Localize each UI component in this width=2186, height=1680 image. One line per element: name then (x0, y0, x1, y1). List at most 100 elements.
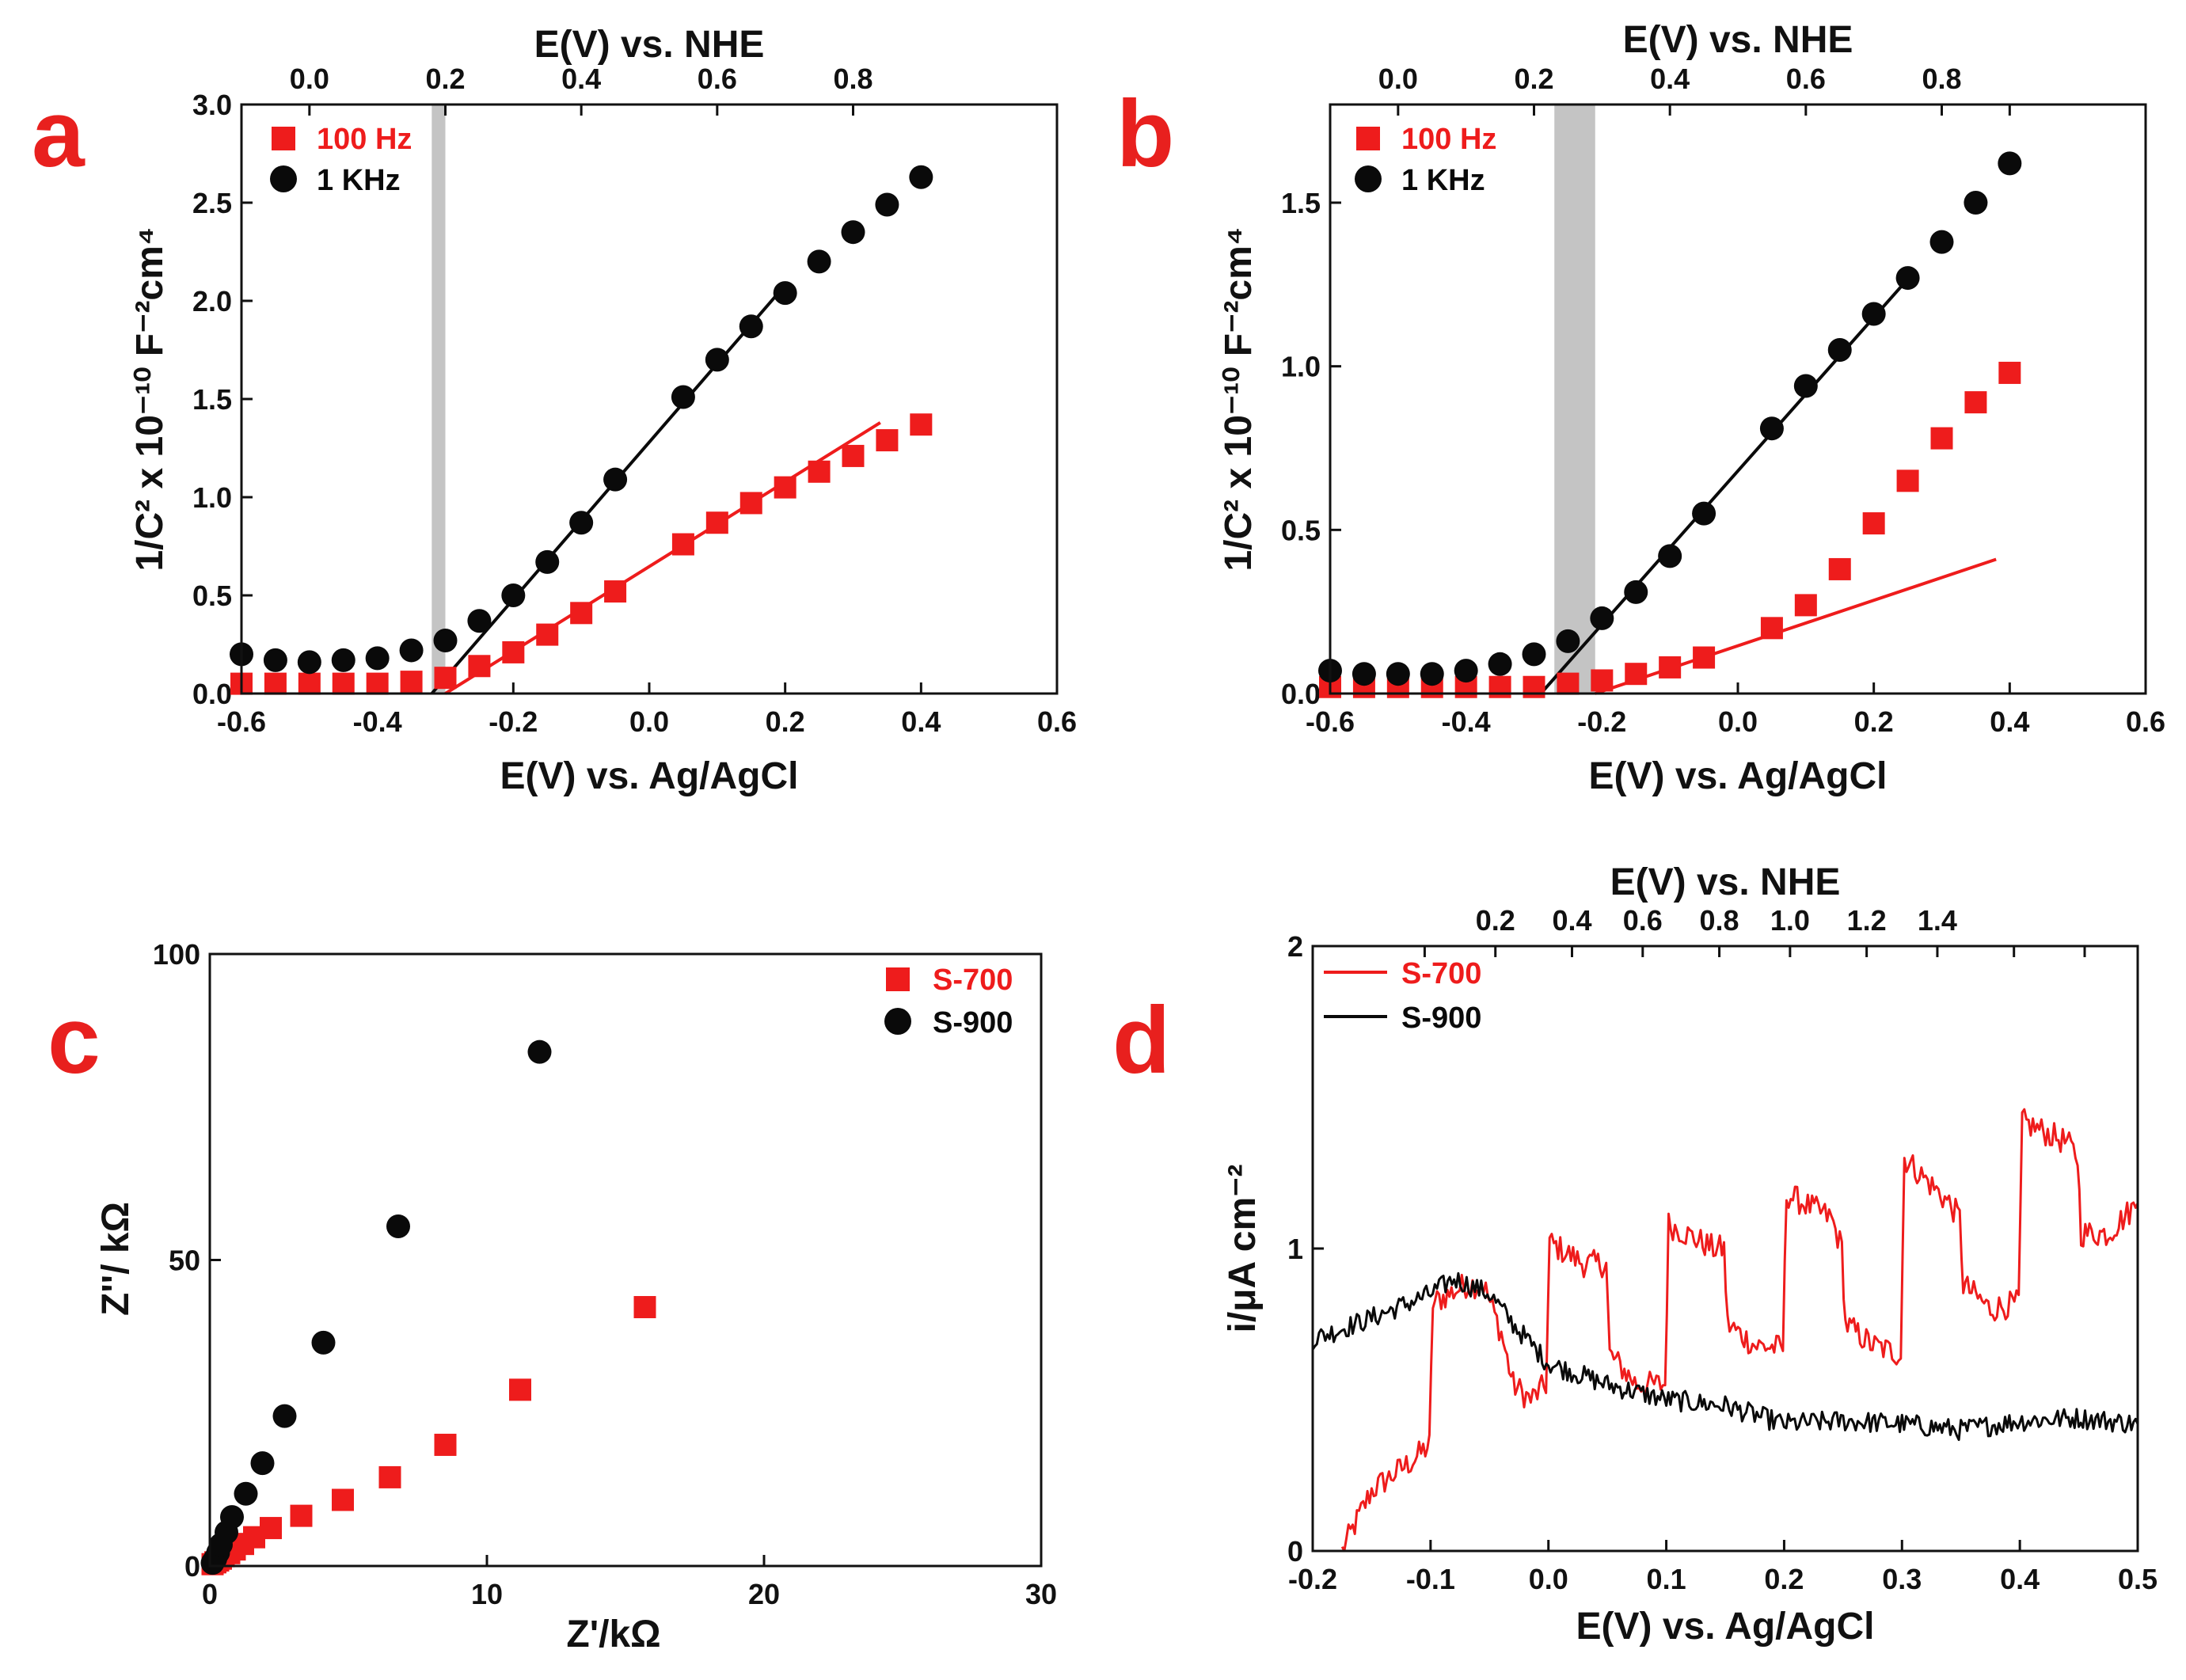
panel-d-x-tick-label: 0.0 (1529, 1563, 1568, 1595)
panel-b-point-100-hz (1930, 427, 1953, 450)
panel-d-top-tick-label: 0.8 (1700, 904, 1739, 937)
panel-a-top-tick-label: 0.0 (290, 63, 329, 95)
panel-a: -0.6 -0.4 -0.2 0.0 0.2 0.4 0.6 0.0 0.5 1.0 1.5 2.0 2… (32, 24, 1077, 797)
panel-b-point-1-khz (1827, 338, 1852, 362)
panel-a-top-title: E(V) vs. NHE (534, 24, 765, 66)
panel-a-point-1-khz (603, 467, 628, 492)
panel-b-letter: b (1116, 81, 1174, 187)
panel-b-point-1-khz (1759, 416, 1784, 441)
panel-a-point-1-khz (399, 638, 424, 663)
panel-c-legend-label-s700: S-700 (933, 964, 1013, 997)
panel-d-y-tick-label: 0 (1287, 1535, 1303, 1568)
panel-b-point-100-hz (1659, 656, 1682, 678)
panel-c-point-s-700 (332, 1488, 354, 1511)
panel-b-point-1-khz (1420, 662, 1444, 686)
panel-a-point-100-hz (774, 476, 796, 499)
panel-a-x-tick-label: 0.6 (1037, 705, 1077, 738)
panel-a-legend-circle-marker (270, 165, 297, 192)
panel-c-x-tick-label: 0 (202, 1578, 218, 1610)
panel-d-top-tick-label: 0.6 (1623, 904, 1663, 937)
panel-d-x-tick-label: 0.2 (1764, 1563, 1804, 1595)
panel-b-point-100-hz (1964, 391, 1987, 414)
panel-d-x-tick-label: 0.1 (1647, 1563, 1686, 1595)
panel-d-y-tick-label: 1 (1287, 1233, 1303, 1265)
panel-b-point-1-khz (1929, 230, 1954, 254)
panel-b-legend-square-marker (1356, 127, 1380, 150)
panel-d-x-tick-label: 0.4 (2000, 1563, 2040, 1595)
panel-b-legend-circle-marker (1355, 165, 1382, 192)
panel-a-point-100-hz (570, 602, 593, 625)
panel-c-y-tick-label: 100 (153, 938, 200, 971)
panel-a-point-100-hz (604, 580, 627, 603)
panel-d-top-tick-label: 1.0 (1770, 904, 1810, 937)
panel-a-point-1-khz (365, 646, 390, 671)
panel-b-point-1-khz (1861, 302, 1886, 326)
panel-a-top-tick-label: 0.2 (425, 63, 465, 95)
panel-b-top-tick-label: 0.6 (1786, 63, 1826, 95)
panel-b-point-100-hz (1794, 594, 1817, 617)
panel-c-legend-label-s900: S-900 (933, 1006, 1013, 1040)
panel-a-point-1-khz (671, 385, 695, 409)
panel-a-plot-layer: -0.6 -0.4 -0.2 0.0 0.2 0.4 0.6 0.0 0.5 1.0 1.5 2.0 2… (192, 63, 1077, 738)
panel-b-point-1-khz (1454, 659, 1478, 683)
panel-a-top-tick-label: 0.8 (833, 63, 872, 95)
panel-a-x-tick-label: -0.2 (489, 705, 538, 738)
panel-c-x-tick-label: 20 (748, 1578, 780, 1610)
panel-a-point-1-khz (467, 609, 492, 633)
panel-c-letter: c (48, 987, 101, 1093)
panel-b-point-1-khz (1793, 374, 1818, 398)
panel-b-point-100-hz (1828, 557, 1851, 580)
panel-a-point-100-hz (468, 655, 491, 678)
panel-b-legend-label-1khz: 1 KHz (1401, 164, 1485, 197)
panel-c-point-s-700 (509, 1378, 531, 1401)
panel-a-point-100-hz (264, 672, 287, 695)
panel-a-point-1-khz (297, 650, 321, 675)
panel-a-point-100-hz (876, 429, 899, 452)
panel-b-top-tick-label: 0.0 (1378, 63, 1418, 95)
panel-c-y-tick-label: 0 (184, 1550, 200, 1583)
panel-b-flatband-region (1554, 105, 1595, 693)
panel-c-point-s-900 (220, 1505, 244, 1530)
panel-a-legend-square-marker (272, 127, 295, 150)
panel-c-legend-circle-marker (884, 1008, 911, 1035)
panel-b-y-tick-label: 1.0 (1281, 351, 1321, 383)
panel-b-top-tick-label: 0.2 (1514, 63, 1553, 95)
panel-b: -0.6 -0.4 -0.2 0.0 0.2 0.4 0.6 0.0 0.5 1.0 1.5 0.0 0… (1116, 19, 2165, 797)
panel-a-y-title: 1/C² x 10⁻¹⁰ F⁻²cm⁴ (129, 226, 171, 571)
panel-a-point-1-khz (909, 165, 933, 189)
panel-d-series-s-900 (1311, 1271, 2139, 1442)
panel-a-y-tick-label: 1.5 (192, 383, 232, 416)
panel-a-point-1-khz (739, 314, 763, 339)
panel-c-point-s-700 (434, 1433, 457, 1456)
panel-b-top-tick-label: 0.8 (1922, 63, 1961, 95)
panel-a-point-100-hz (671, 533, 694, 556)
panel-d-series-s-700 (1340, 1108, 2139, 1553)
panel-b-point-1-khz (1386, 662, 1410, 686)
panel-d-top-tick-label: 0.4 (1552, 904, 1591, 937)
panel-d-legend: S-700 S-900 (1324, 957, 1481, 1035)
panel-d-x-title: E(V) vs. Ag/AgCl (1576, 1606, 1875, 1648)
panel-b-point-1-khz (1895, 266, 1920, 291)
panel-c-plot-layer: 0 10 20 30 0 50 100 (153, 938, 1057, 1610)
panel-b-point-1-khz (1556, 629, 1580, 653)
panel-c-y-title: Z''/ kΩ (95, 1202, 137, 1316)
panel-b-point-1-khz (1658, 544, 1682, 568)
panel-d-legend-label-s900: S-900 (1401, 1002, 1481, 1035)
panel-b-x-tick-label: 0.2 (1854, 705, 1894, 738)
panel-b-y-tick-label: 1.5 (1281, 187, 1321, 219)
panel-d-x-tick-label: -0.1 (1406, 1563, 1455, 1595)
panel-a-legend-label-100hz: 100 Hz (317, 123, 412, 156)
panel-b-point-100-hz (1591, 669, 1614, 692)
panel-d-top-tick-label: 1.2 (1847, 904, 1887, 937)
panel-c-x-tick-label: 10 (471, 1578, 503, 1610)
panel-d-top-tick-label: 1.4 (1918, 904, 1957, 937)
panel-a-letter: a (32, 81, 86, 187)
panel-a-x-tick-label: -0.6 (217, 705, 266, 738)
panel-a-y-tick-label: 1.0 (192, 481, 232, 514)
panel-d-legend-label-s700: S-700 (1401, 957, 1481, 990)
panel-a-x-tick-label: 0.2 (766, 705, 805, 738)
panel-c-frame (208, 952, 1043, 1568)
panel-d-letter: d (1112, 987, 1170, 1093)
panel-b-point-1-khz (1964, 191, 1988, 215)
panel-d-x-tick-label: 0.3 (1882, 1563, 1922, 1595)
